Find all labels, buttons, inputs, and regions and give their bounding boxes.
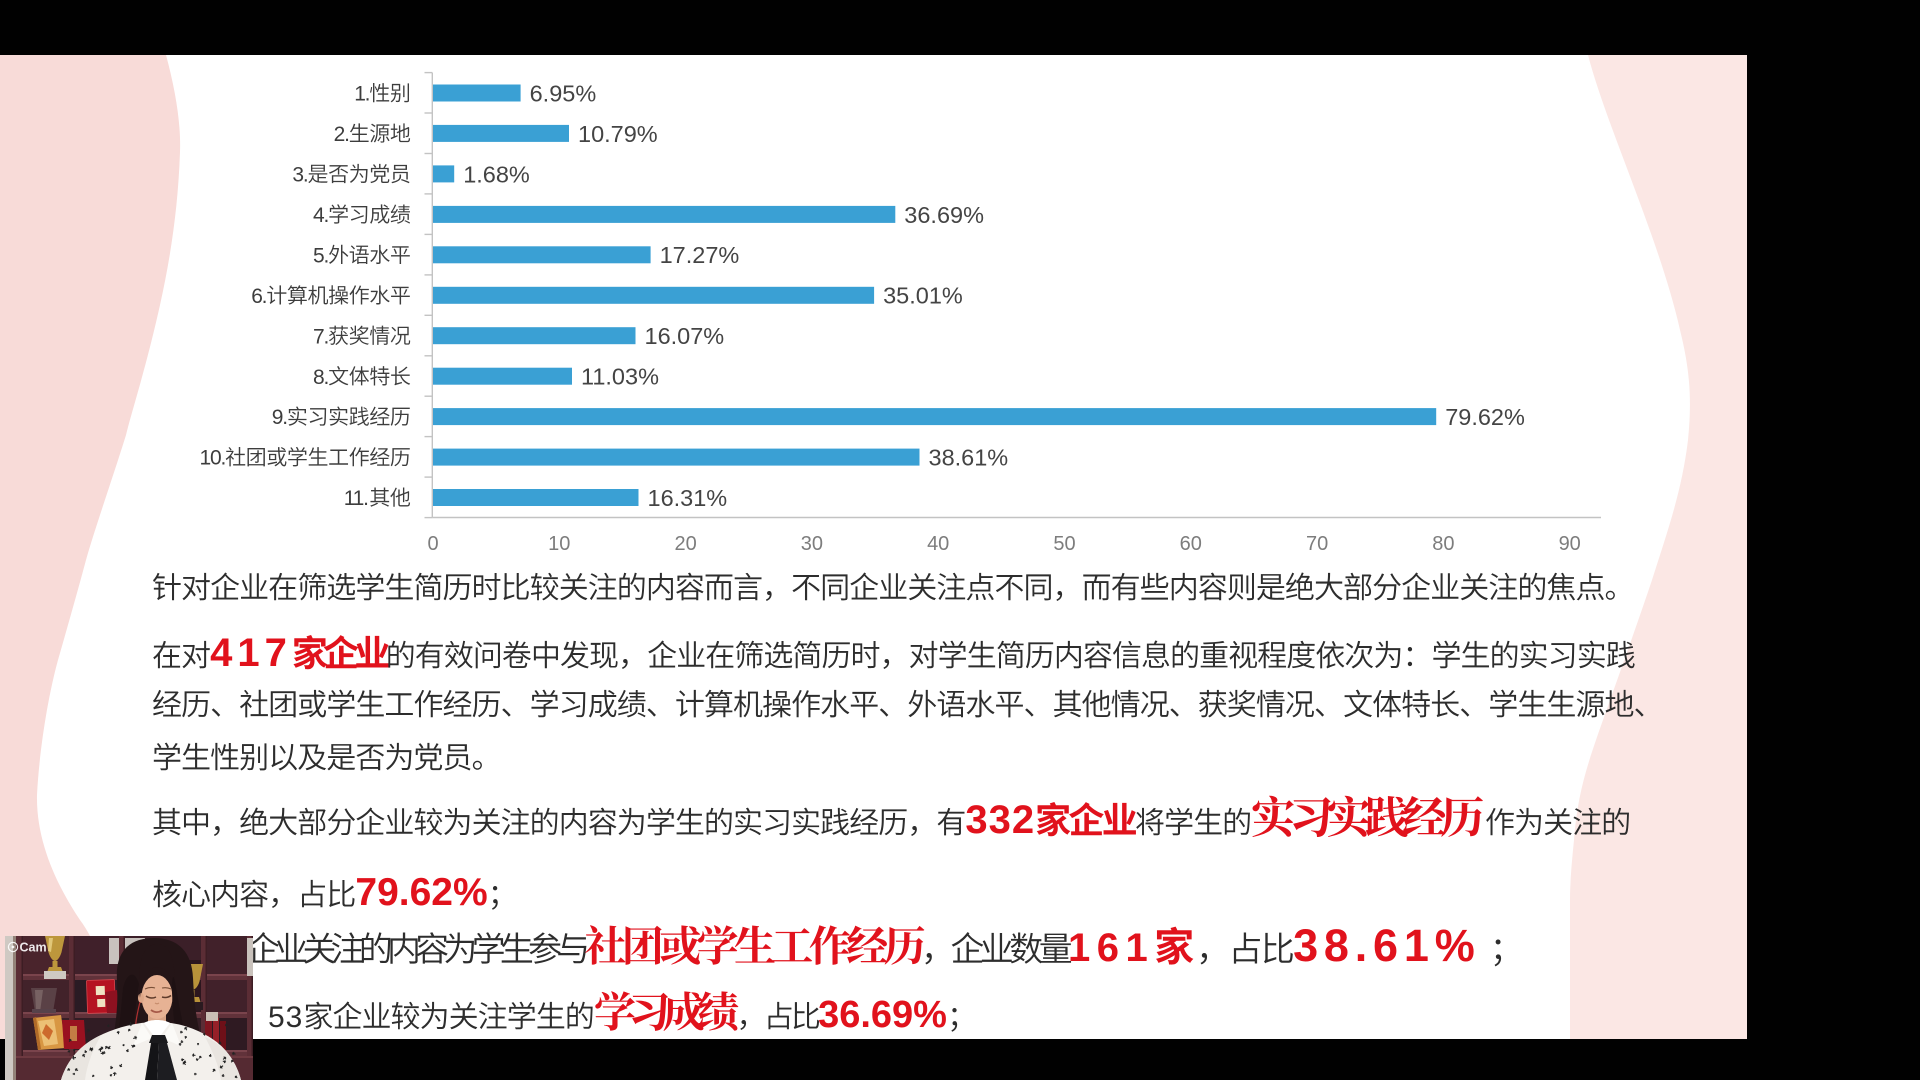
svg-text:17.27%: 17.27% xyxy=(660,242,740,268)
svg-text:53: 53 xyxy=(268,1001,303,1034)
svg-text:60: 60 xyxy=(1180,533,1202,555)
svg-text:7.: 7. xyxy=(313,325,328,348)
svg-text:2.: 2. xyxy=(334,123,349,146)
svg-text:36.69%: 36.69% xyxy=(818,994,947,1036)
svg-text:6.95%: 6.95% xyxy=(530,80,597,106)
svg-text:38.61%: 38.61% xyxy=(1293,920,1480,971)
svg-text:38.61%: 38.61% xyxy=(929,444,1009,470)
svg-text:50: 50 xyxy=(1053,533,1075,555)
svg-text:5.: 5. xyxy=(313,244,328,267)
svg-text:161: 161 xyxy=(1068,926,1154,970)
svg-text:10.79%: 10.79% xyxy=(578,121,658,147)
svg-text:417: 417 xyxy=(210,631,292,675)
svg-text:35.01%: 35.01% xyxy=(883,283,963,309)
svg-text:79.62%: 79.62% xyxy=(1445,404,1525,430)
svg-text:3.: 3. xyxy=(292,164,307,187)
svg-text:90: 90 xyxy=(1559,533,1581,555)
svg-text:11.03%: 11.03% xyxy=(581,364,659,390)
svg-text:16.07%: 16.07% xyxy=(645,323,725,349)
svg-text:10: 10 xyxy=(548,533,570,555)
svg-text:80: 80 xyxy=(1432,533,1454,555)
svg-text:6.: 6. xyxy=(251,285,266,308)
svg-text:79.62%: 79.62% xyxy=(355,871,487,914)
svg-text:16.31%: 16.31% xyxy=(648,485,728,511)
svg-text:332: 332 xyxy=(965,798,1035,842)
svg-text:30: 30 xyxy=(801,533,823,555)
svg-text:10.: 10. xyxy=(200,447,226,470)
svg-text:1.: 1. xyxy=(354,83,369,106)
svg-text:1.68%: 1.68% xyxy=(463,161,530,187)
svg-text:8.: 8. xyxy=(313,366,328,389)
svg-text:9.: 9. xyxy=(272,406,287,429)
svg-text:11.: 11. xyxy=(344,487,368,510)
svg-text:4.: 4. xyxy=(313,204,328,227)
svg-text:36.69%: 36.69% xyxy=(904,202,984,228)
svg-text:Cam: Cam xyxy=(20,941,47,955)
svg-text:0: 0 xyxy=(427,533,438,555)
svg-text:70: 70 xyxy=(1306,533,1328,555)
svg-text:20: 20 xyxy=(674,533,696,555)
svg-text:40: 40 xyxy=(927,533,949,555)
